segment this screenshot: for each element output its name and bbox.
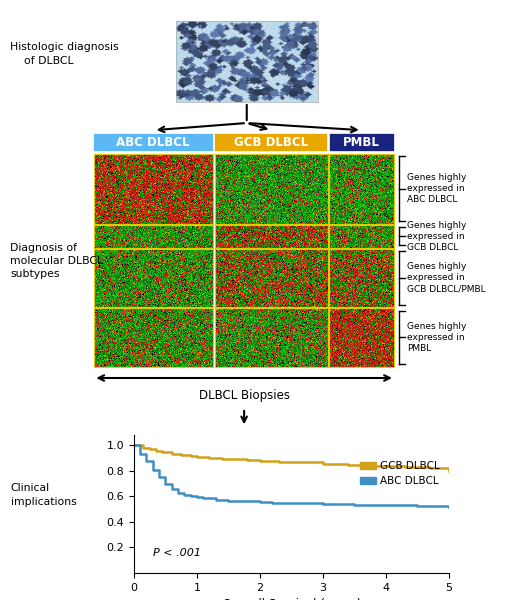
Text: PMBL: PMBL [343,136,380,149]
Text: Genes highly
expressed in
ABC DLBCL: Genes highly expressed in ABC DLBCL [407,173,467,204]
Text: GCB DLBCL: GCB DLBCL [234,136,308,149]
Text: DLBCL Biopsies: DLBCL Biopsies [198,389,290,402]
Bar [214,133,328,151]
Text: Genes highly
expressed in
GCB DLBCL/PMBL: Genes highly expressed in GCB DLBCL/PMBL [407,262,486,293]
Text: P < .001: P < .001 [153,548,201,559]
Text: Genes highly
expressed in
GCB DLBCL: Genes highly expressed in GCB DLBCL [407,221,467,252]
Bar [329,133,394,151]
Text: ABC DLBCL: ABC DLBCL [117,136,190,149]
Text: Diagnosis of
molecular DLBCL
subtypes: Diagnosis of molecular DLBCL subtypes [10,243,103,279]
Legend: GCB DLBCL, ABC DLBCL: GCB DLBCL, ABC DLBCL [356,457,444,490]
Text: Genes highly
expressed in
PMBL: Genes highly expressed in PMBL [407,322,467,353]
Text: Histologic diagnosis
    of DLBCL: Histologic diagnosis of DLBCL [10,43,119,65]
Text: Clinical
implications: Clinical implications [10,484,76,506]
Bar [93,133,213,151]
X-axis label: Overall Survival (years): Overall Survival (years) [222,598,361,600]
